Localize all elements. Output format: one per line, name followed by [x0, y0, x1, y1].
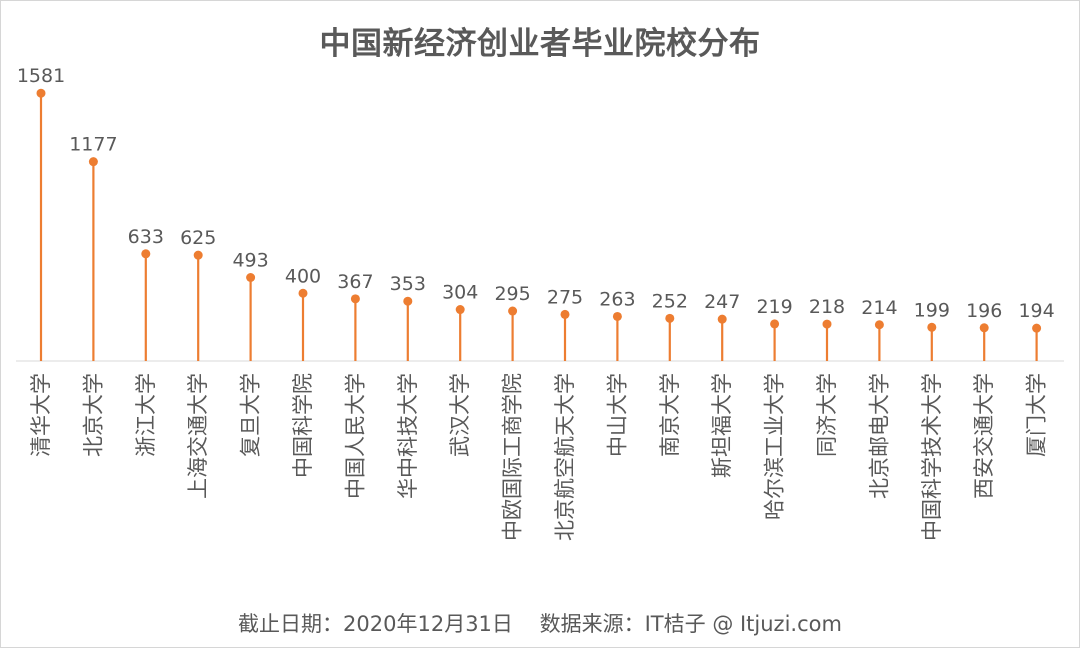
category-label: 斯坦福大学 [710, 373, 734, 478]
lollipop-point [36, 88, 46, 98]
data-label: 247 [704, 291, 740, 313]
lollipop-point [350, 294, 360, 304]
category-label: 华中科技大学 [396, 373, 420, 499]
data-label: 214 [861, 297, 897, 319]
lollipop-point [141, 249, 151, 259]
data-label: 625 [180, 227, 216, 249]
lollipop-point [874, 320, 884, 330]
lollipop-point [193, 250, 203, 260]
category-label: 哈尔滨工业大学 [763, 373, 787, 520]
category-label: 中国人民大学 [343, 373, 367, 499]
lollipop-point [508, 306, 518, 316]
lollipop-point [455, 305, 465, 315]
data-label: 493 [232, 249, 268, 271]
data-label: 196 [966, 300, 1002, 322]
lollipop-point [88, 157, 98, 167]
data-label: 1177 [69, 134, 117, 156]
data-label: 194 [1018, 300, 1054, 322]
data-label: 218 [809, 296, 845, 318]
lollipop-point [298, 288, 308, 298]
category-label: 中国科学院 [291, 373, 315, 478]
category-label: 武汉大学 [448, 373, 472, 457]
lollipop-point [927, 322, 937, 332]
category-label: 厦门大学 [1025, 373, 1049, 457]
data-label: 295 [494, 283, 530, 305]
chart-footer: 截止日期：2020年12月31日 数据来源：IT桔子 @ Itjuzi.com [238, 612, 842, 636]
lollipop-point [403, 296, 413, 306]
category-label: 中国科学技术大学 [920, 373, 944, 541]
lollipop-point [717, 314, 727, 324]
lollipop-point [665, 313, 675, 323]
data-label: 304 [442, 282, 478, 304]
lollipop-point [1032, 323, 1042, 333]
category-label: 上海交通大学 [186, 373, 210, 499]
category-label: 清华大学 [29, 373, 53, 457]
data-label: 252 [652, 290, 688, 312]
category-label: 南京大学 [658, 373, 682, 457]
category-label: 西安交通大学 [972, 373, 996, 499]
lollipop-point [979, 323, 989, 333]
lollipop-point [612, 311, 622, 321]
category-label: 中欧国际工商学院 [501, 373, 525, 541]
category-label: 中山大学 [605, 373, 629, 457]
chart-title: 中国新经济创业者毕业院校分布 [319, 26, 761, 62]
lollipop-point [770, 319, 780, 329]
data-label: 1581 [17, 65, 65, 87]
data-label: 199 [914, 299, 950, 321]
data-label: 633 [128, 226, 164, 248]
data-label: 353 [390, 273, 426, 295]
category-label: 同济大学 [815, 373, 839, 457]
category-label: 北京大学 [81, 373, 105, 457]
data-label: 367 [337, 271, 373, 293]
category-label: 北京邮电大学 [867, 373, 891, 499]
data-label: 263 [599, 288, 635, 310]
lollipop-point [246, 272, 256, 282]
category-label: 复旦大学 [239, 373, 263, 457]
data-label: 275 [547, 286, 583, 308]
data-label: 219 [756, 296, 792, 318]
category-label: 北京航空航天大学 [553, 373, 577, 541]
category-label: 浙江大学 [134, 373, 158, 457]
lollipop-point [560, 309, 570, 319]
data-label: 400 [285, 265, 321, 287]
lollipop-point [822, 319, 832, 329]
